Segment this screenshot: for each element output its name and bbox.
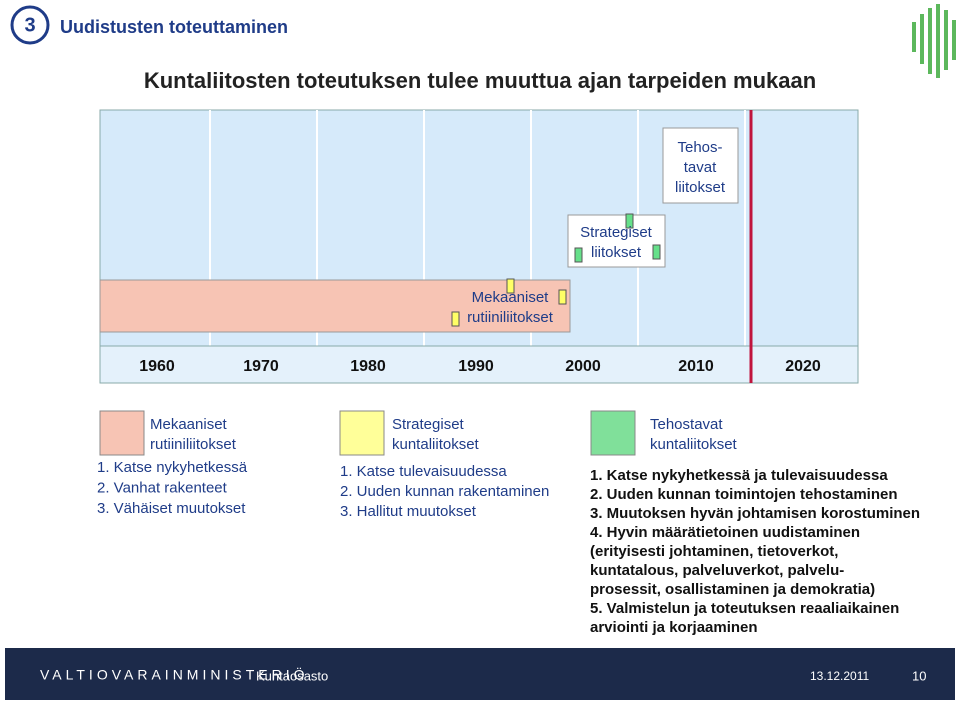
legend-item: (erityisesti johtaminen, tietoverkot, bbox=[590, 543, 838, 560]
legend-item: 1. Katse nykyhetkessä ja tulevaisuudessa bbox=[590, 467, 888, 484]
footer-department: Kuntaosasto bbox=[256, 668, 328, 683]
box-label: Tehos- bbox=[677, 139, 722, 156]
legend-swatch bbox=[99, 410, 145, 456]
legend-item: arviointi ja korjaaminen bbox=[590, 619, 758, 636]
year-label: 1960 bbox=[139, 358, 175, 375]
box-label: Strategiset bbox=[580, 224, 653, 241]
markers bbox=[451, 213, 661, 327]
legend-item: 2. Vanhat rakenteet bbox=[97, 479, 228, 496]
box-label: liitokset bbox=[591, 244, 642, 261]
box-label: tavat bbox=[684, 159, 717, 176]
footer-page: 10 bbox=[912, 668, 926, 683]
legend-item: 3. Vähäiset muutokset bbox=[97, 500, 246, 517]
year-label: 2000 bbox=[565, 358, 601, 375]
legend-title: Tehostavat bbox=[650, 416, 723, 433]
legend-item: prosessit, osallistaminen ja demokratia) bbox=[590, 581, 875, 598]
legend-title: kuntaliitokset bbox=[650, 436, 738, 453]
year-label: 1970 bbox=[243, 358, 279, 375]
logo bbox=[912, 4, 956, 78]
legend-item: 1. Katse tulevaisuudessa bbox=[340, 463, 507, 480]
footer-organization: VALTIOVARAINMINISTERIÖ bbox=[40, 666, 308, 683]
year-label: 2020 bbox=[785, 358, 821, 375]
box-effective bbox=[662, 127, 739, 204]
legend-item: 1. Katse nykyhetkessä bbox=[97, 459, 248, 476]
slide-title: Kuntaliitosten toteutuksen tulee muuttua… bbox=[144, 68, 816, 93]
box-mechanical bbox=[99, 279, 571, 333]
header-number: 3 bbox=[24, 14, 35, 36]
footer-bar bbox=[5, 648, 955, 700]
legend-title: rutiiniliitokset bbox=[150, 436, 237, 453]
legend-item: 3. Muutoksen hyvän johtamisen korostumin… bbox=[590, 505, 920, 522]
legend-item: 2. Uuden kunnan rakentaminen bbox=[340, 483, 549, 500]
box-label: liitokset bbox=[675, 179, 726, 196]
legend-item: 3. Hallitut muutokset bbox=[340, 503, 477, 520]
legend-item: 4. Hyvin määrätietoinen uudistaminen bbox=[590, 524, 860, 541]
legend-swatch bbox=[590, 410, 636, 456]
year-label: 2010 bbox=[678, 358, 714, 375]
legend-title: kuntaliitokset bbox=[392, 436, 480, 453]
box-label: rutiiniliitokset bbox=[467, 309, 554, 326]
year-row bbox=[99, 345, 859, 384]
legend-item: 2. Uuden kunnan toimintojen tehostaminen bbox=[590, 486, 898, 503]
header-title: Uudistusten toteuttaminen bbox=[60, 17, 288, 37]
legend-swatch bbox=[339, 410, 385, 456]
footer-date: 13.12.2011 bbox=[810, 669, 869, 683]
legend-item: 5. Valmistelun ja toteutuksen reaaliaika… bbox=[590, 600, 899, 617]
legend-title: Strategiset bbox=[392, 416, 465, 433]
year-label: 1980 bbox=[350, 358, 386, 375]
year-label: 1990 bbox=[458, 358, 494, 375]
box-strategic bbox=[567, 214, 666, 268]
number-badge bbox=[10, 5, 50, 45]
legend-item: kuntatalous, palveluverkot, palvelu- bbox=[590, 562, 844, 579]
box-label: Mekaaniset bbox=[472, 289, 550, 306]
legend-title: Mekaaniset bbox=[150, 416, 228, 433]
